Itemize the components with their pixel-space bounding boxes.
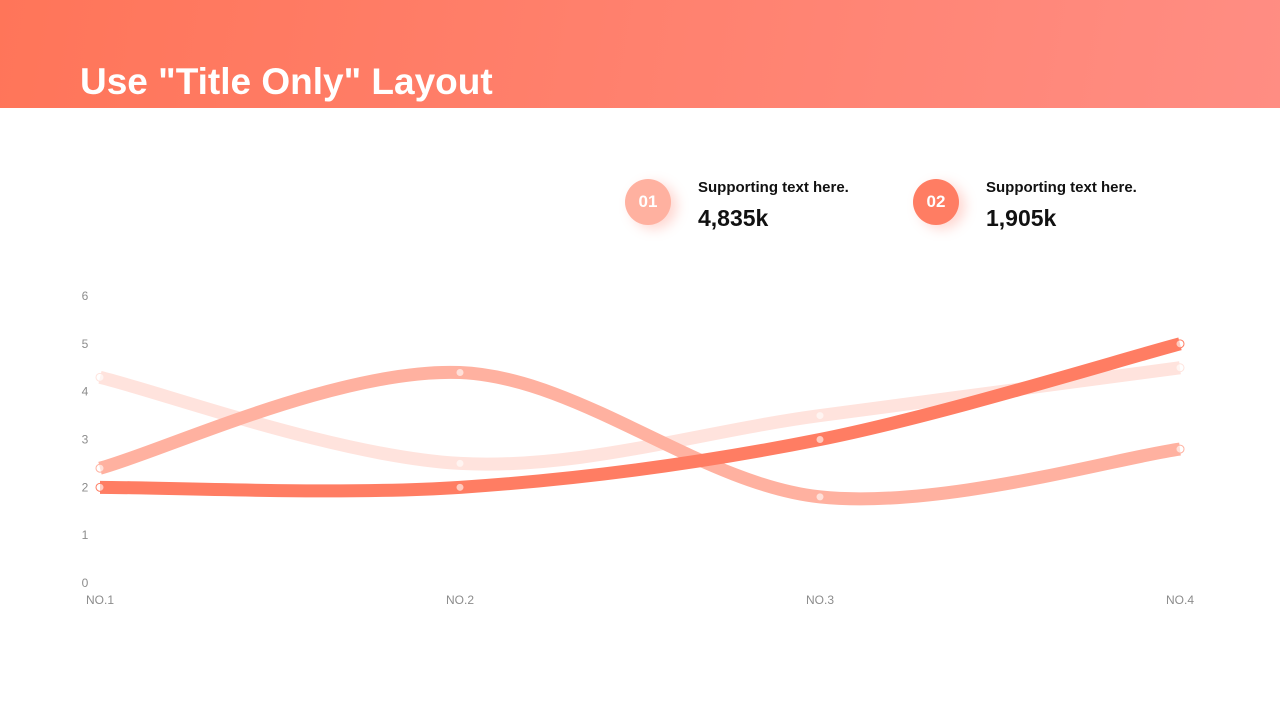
- y-tick-label: 2: [82, 480, 89, 494]
- data-point: [1175, 444, 1185, 454]
- x-tick-label: NO.4: [1166, 593, 1194, 607]
- header-banner: [0, 0, 1280, 108]
- data-point: [815, 411, 825, 421]
- series-line-2: [98, 365, 1181, 506]
- data-point: [95, 463, 105, 473]
- stat-badge-1: 01: [625, 179, 671, 225]
- stat-badge-2: 02: [913, 179, 959, 225]
- y-tick-label: 4: [82, 385, 89, 399]
- data-point: [455, 458, 465, 468]
- stat-label-1: Supporting text here.: [698, 179, 849, 196]
- stat-value-2: 1,905k: [986, 205, 1057, 231]
- stat-label-2: Supporting text here.: [986, 179, 1137, 196]
- y-tick-label: 6: [82, 289, 89, 303]
- data-point: [815, 492, 825, 502]
- data-point: [95, 482, 105, 492]
- data-point: [815, 435, 825, 444]
- x-tick-label: NO.1: [86, 593, 114, 607]
- x-tick-label: NO.2: [446, 593, 474, 607]
- series-line-3: [99, 337, 1182, 498]
- data-point: [1175, 363, 1185, 373]
- y-tick-label: 3: [82, 433, 89, 447]
- x-tick-label: NO.3: [806, 593, 834, 607]
- page-title: Use "Title Only" Layout: [80, 61, 493, 102]
- data-point: [455, 482, 465, 492]
- y-tick-label: 1: [82, 528, 89, 542]
- y-tick-label: 0: [82, 576, 89, 590]
- stat-value-1: 4,835k: [698, 205, 769, 231]
- data-point: [1175, 339, 1185, 349]
- y-tick-label: 5: [82, 337, 89, 351]
- data-point: [455, 368, 465, 378]
- data-point: [95, 372, 105, 382]
